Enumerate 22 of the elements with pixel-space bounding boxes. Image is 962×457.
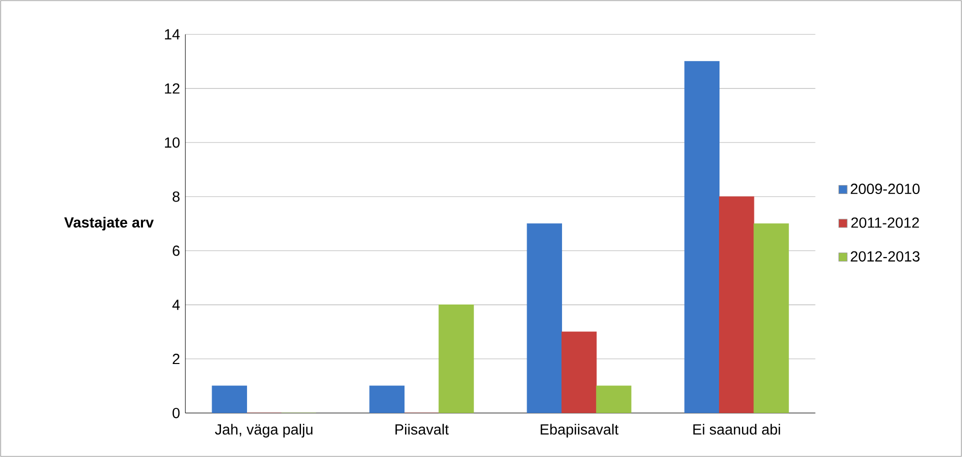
legend-label: 2009-2010	[850, 184, 920, 194]
y-tick-label: 8	[172, 191, 180, 202]
bar	[212, 386, 248, 413]
bar	[526, 223, 562, 413]
bar	[719, 196, 754, 413]
bar	[369, 386, 405, 413]
x-tick-label: Ebapiisavalt	[540, 424, 619, 438]
y-tick-label: 14	[164, 29, 180, 40]
y-axis-title: Vastajate arv	[64, 216, 154, 230]
x-tick-label: Piisavalt	[395, 424, 449, 435]
x-tick-label: Jah, väga palju	[214, 424, 312, 438]
x-tick-label: Ei saanud abi	[693, 424, 780, 435]
y-tick-label: 12	[164, 83, 180, 94]
y-tick-label: 2	[172, 354, 180, 364]
y-tick-label: 4	[172, 300, 180, 310]
bar	[684, 61, 720, 413]
legend-label: 2012-2013	[850, 251, 920, 262]
y-tick-label: 0	[172, 408, 180, 418]
y-tick-label: 6	[172, 246, 180, 256]
legend-label: 2011-2012	[851, 217, 919, 228]
y-tick-label: 10	[164, 137, 180, 148]
bar	[561, 332, 597, 413]
